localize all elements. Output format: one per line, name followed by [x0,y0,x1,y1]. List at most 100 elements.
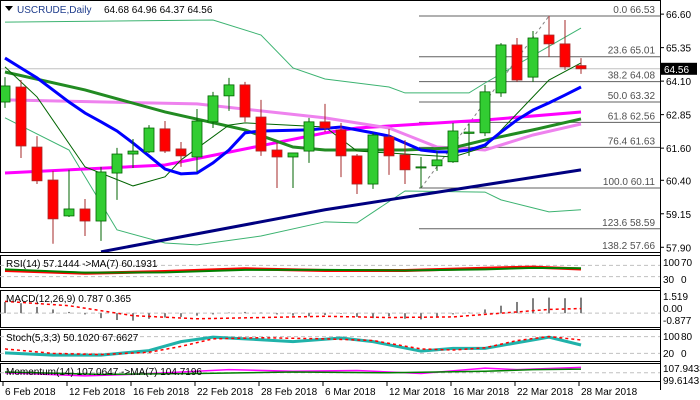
fib-level-label: 0.0 66.53 [613,5,655,16]
macd-axis-label: 0.00 [663,304,683,315]
rsi-panel: RSI(14) 57.1444 ->MA(7) 60.1931 100 70 30 0 [0,255,693,288]
bands-upper-line [4,19,582,94]
stoch-axis-label: 20 [663,349,675,360]
fib-level-label: 123.6 58.59 [602,218,655,229]
rsi-line [4,266,582,274]
bull-candle [127,150,139,155]
stoch-axis-label: 0 [681,349,687,360]
symbol-label: USCRUDE,Daily [17,5,91,16]
date-tick-label: 16 Feb 2018 [133,387,190,398]
price-tick-label: 59.15 [666,210,691,221]
bear-candle [15,86,27,147]
date-tick-label: 6 Feb 2018 [5,387,56,398]
bull-candle [415,166,427,169]
bull-candle [527,37,539,78]
bull-candle [143,127,155,153]
ma-green-line [4,70,582,152]
bear-candle [319,121,331,129]
bear-candle [255,116,267,152]
macd-line [4,300,582,320]
bull-candle [1,85,11,103]
date-tick-label: 22 Mar 2018 [517,387,574,398]
bull-candle [287,152,299,158]
bear-candle [271,149,283,158]
bull-candle [207,95,219,123]
bull-candle [431,159,443,167]
price-tick-label: 66.60 [666,10,691,21]
fib-level-label: 23.6 65.01 [608,46,656,57]
date-tick-label: 28 Feb 2018 [261,387,318,398]
price-tick-label: 57.90 [666,243,691,254]
ohlc-readout: 64.68 64.96 64.37 64.56 [104,5,213,16]
bear-candle [79,208,91,222]
bull-candle [447,130,459,163]
rsi-axis-label: 100 [663,258,680,269]
bull-candle [95,171,107,222]
ma-navy-line [100,168,582,252]
bull-candle [191,120,203,158]
fib-level-label: 50.0 63.32 [608,91,656,102]
stoch-line [4,335,582,356]
momentum-axis-label: 107.9433 [663,364,700,375]
fib-level-label: 61.8 62.56 [608,111,656,122]
fib-level-label: 38.2 64.08 [608,71,656,82]
price-plot-area: 0.0 66.53 23.6 65.01 38.2 64.08 50.0 63.32 6… [1,5,660,252]
stoch-axis-label: 80 [681,332,693,343]
date-axis: 6 Feb 2018 12 Feb 2018 16 Feb 2018 22 Feb 2… [2,381,638,398]
date-tick-label: 6 Mar 2018 [325,387,376,398]
momentum-label: Momentum(14) 107.0647 ->MA(7) 104.7196 [6,367,202,378]
bear-candle [559,43,571,68]
bear-candle [575,65,587,70]
bear-candle [351,155,363,185]
rsi-axis-label: 30 [663,275,675,286]
bear-candle [383,136,395,157]
momentum-panel: Momentum(14) 107.0647 ->MA(7) 104.7196 10… [0,363,700,387]
macd-axis-label: -0.877 [663,316,692,327]
date-tick-label: 22 Feb 2018 [197,387,254,398]
bull-candle [463,131,475,134]
bull-candle [479,91,491,134]
ma-blue-line [4,56,582,176]
bear-candle [511,44,523,81]
date-tick-label: 12 Feb 2018 [69,387,126,398]
bear-candle [543,34,555,45]
bull-candle [367,134,379,185]
stoch-panel-frame [0,329,661,362]
rsi-axis-label: 70 [681,258,693,269]
price-tick-label: 64.10 [666,77,691,88]
current-price-badge [661,62,697,75]
price-tick-label: 65.35 [666,44,691,55]
bands-lower-line [4,117,582,246]
bull-candle [495,44,507,94]
current-price-label: 64.56 [664,65,689,76]
bear-candle [31,146,43,182]
stoch-label: Stoch(5,3,3) 50.1020 67.6627 [6,333,139,344]
stoch-panel: Stoch(5,3,3) 50.1020 67.6627 100 80 20 0 [0,329,693,362]
bull-candle [63,208,75,217]
triangle-down-icon[interactable] [5,6,13,11]
momentum-axis-label: 99.6143 [663,376,700,387]
bear-candle [159,128,171,152]
price-tick-label: 62.85 [666,111,691,122]
price-tick-label: 60.40 [666,176,691,187]
bull-candle [303,121,315,152]
bear-candle [175,148,187,157]
momentum-line [4,368,582,376]
bear-candle [47,179,59,220]
price-tick-label: 61.60 [666,144,691,155]
date-tick-label: 12 Mar 2018 [389,387,446,398]
bear-candle [335,129,347,157]
rsi-axis-label: 0 [681,275,687,286]
macd-axis-label: 1.519 [663,292,688,303]
fib-level-label: 76.4 61.63 [608,136,656,147]
macd-label: MACD(12,26,9) 0.787 0.365 [6,294,132,305]
bull-candle [111,153,123,174]
date-tick-label: 28 Mar 2018 [581,387,638,398]
bear-candle [399,154,411,171]
date-tick-label: 16 Mar 2018 [453,387,510,398]
bear-candle [239,84,251,118]
bull-candle [223,84,235,97]
price-panel[interactable]: 0.0 66.53 23.6 65.01 38.2 64.08 50.0 63.32 6… [0,0,697,390]
